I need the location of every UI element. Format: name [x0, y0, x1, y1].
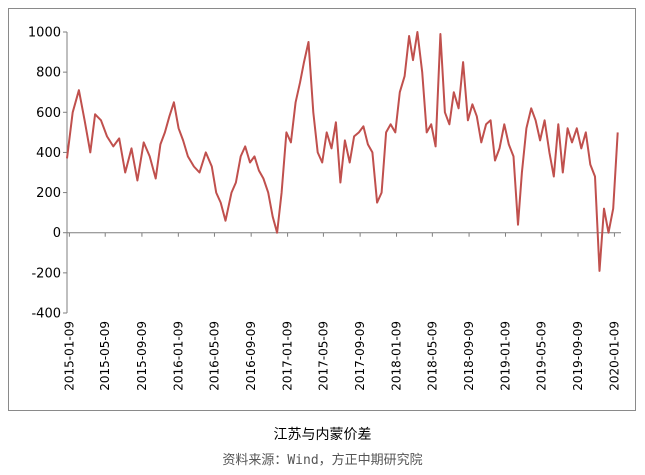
x-tick-label: 2019-05-09: [534, 321, 548, 391]
x-tick-label: 2017-01-09: [281, 321, 295, 391]
x-tick-label: 2015-05-09: [98, 321, 112, 391]
x-tick-label: 2018-01-09: [390, 321, 404, 391]
y-tick-label: 200: [36, 186, 61, 201]
y-tick-label: -400: [31, 307, 61, 322]
x-tick-label: 2015-01-09: [62, 321, 76, 391]
y-axis-ticks: -400 -200 0 200 400 600 800 1000: [28, 26, 67, 322]
x-axis-ticks: 2015-01-09 2015-05-09 2015-09-09 2016-01-09…: [62, 232, 621, 391]
axes: [66, 32, 621, 313]
y-tick-label: 1000: [28, 26, 61, 41]
y-tick-label: 0: [53, 226, 61, 241]
x-tick-label: 2016-09-09: [244, 321, 258, 391]
series-layer: [66, 31, 619, 272]
x-tick-label: 2016-05-09: [207, 321, 221, 391]
x-tick-label: 2019-01-09: [498, 321, 512, 391]
x-tick-label: 2017-05-09: [316, 321, 330, 391]
series-line: [66, 31, 619, 272]
x-tick-label: 2016-01-09: [171, 321, 185, 391]
x-tick-label: 2020-01-09: [607, 321, 621, 391]
chart-source: 资料来源：Wind，方正中期研究院: [222, 453, 423, 468]
x-tick-label: 2018-05-09: [425, 321, 439, 391]
chart-caption: 江苏与内蒙价差: [273, 427, 372, 443]
y-tick-label: 600: [36, 106, 61, 121]
x-tick-label: 2017-09-09: [353, 321, 367, 391]
x-tick-label: 2018-09-09: [462, 321, 476, 391]
y-tick-label: 400: [36, 146, 61, 161]
y-tick-label: -200: [31, 266, 61, 281]
x-tick-label: 2015-09-09: [135, 321, 149, 391]
x-tick-label: 2019-09-09: [571, 321, 585, 391]
y-tick-label: 800: [36, 66, 61, 81]
chart-frame: -400 -200 0 200 400 600 800 1000 2015-01-09 2015…: [8, 8, 636, 411]
